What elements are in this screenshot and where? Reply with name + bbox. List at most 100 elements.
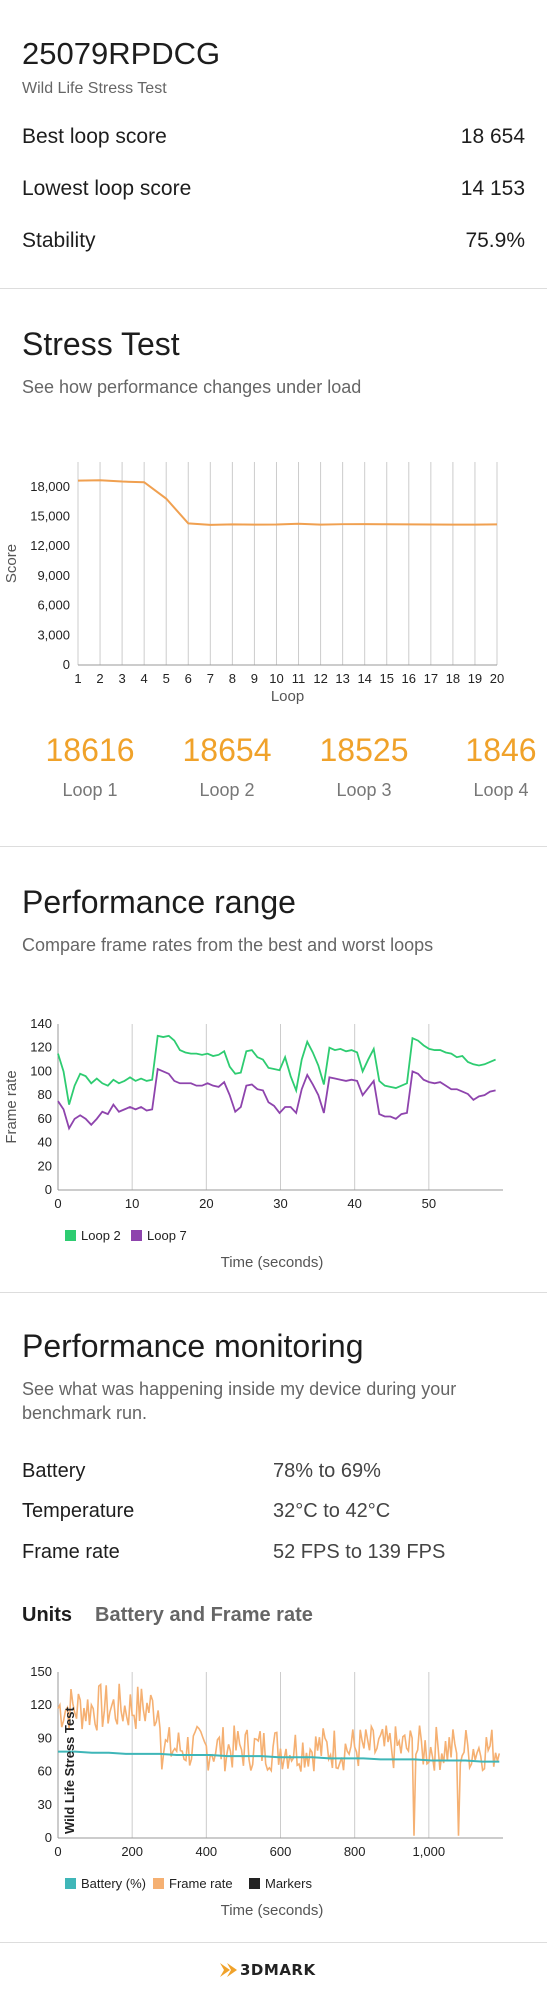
3dmark-logo-icon <box>220 1963 237 1977</box>
x-tick-label: 50 <box>422 1196 436 1211</box>
x-tick-label: 14 <box>357 671 371 686</box>
range-subtitle: Compare frame rates from the best and wo… <box>22 935 434 955</box>
y-tick-label: 90 <box>38 1730 52 1745</box>
x-tick-label: 6 <box>185 671 192 686</box>
x-tick-label: 10 <box>269 671 283 686</box>
y-tick-label: 30 <box>38 1797 52 1812</box>
range-chart: 0 20 40 60 80 100 120 140 0 10 20 30 40 50 Frame rate L… <box>3 1016 503 1271</box>
legend-label: Battery (%) <box>81 1876 146 1891</box>
y-tick-label: 0 <box>45 1830 52 1845</box>
y-tick-label: 60 <box>38 1111 52 1126</box>
y-tick-label: 100 <box>30 1063 52 1078</box>
x-tick-label: 0 <box>54 1844 61 1859</box>
x-tick-label: 10 <box>125 1196 139 1211</box>
y-tick-label: 80 <box>38 1087 52 1102</box>
y-tick-label: 15,000 <box>30 508 70 523</box>
divider <box>0 288 547 289</box>
marker-label: Wild Life Stress Test <box>62 1707 77 1834</box>
monitoring-subtitle-line2: benchmark run. <box>22 1403 148 1423</box>
x-tick-label: 1 <box>74 671 81 686</box>
x-tick-label: 20 <box>490 671 504 686</box>
x-tick-label: 18 <box>446 671 460 686</box>
x-tick-label: 0 <box>54 1196 61 1211</box>
test-name: Wild Life Stress Test <box>22 80 167 97</box>
units-selector[interactable]: Battery and Frame rate <box>95 1604 313 1626</box>
monitoring-title: Performance monitoring <box>22 1328 364 1364</box>
x-tick-label: 20 <box>199 1196 213 1211</box>
y-tick-label: 9,000 <box>37 568 70 583</box>
y-tick-label: 150 <box>30 1664 52 1679</box>
divider <box>0 1942 547 1943</box>
x-tick-label: 2 <box>96 671 103 686</box>
3dmark-logo-text: 3DMARK <box>240 1961 316 1979</box>
lowest-loop-value: 14 153 <box>460 177 525 200</box>
stress-title: Stress Test <box>22 326 180 362</box>
x-tick-label: 200 <box>121 1844 143 1859</box>
y-tick-label: 6,000 <box>37 598 70 613</box>
x-tick-label: 7 <box>207 671 214 686</box>
x-tick-label: 19 <box>468 671 482 686</box>
legend-swatch <box>249 1878 260 1889</box>
loop-score: 18525 <box>319 732 409 768</box>
stability-value: 75.9% <box>465 229 525 252</box>
best-loop-value: 18 654 <box>460 125 525 148</box>
x-tick-label: 8 <box>229 671 236 686</box>
loop-label: Loop 4 <box>473 780 529 800</box>
stress-subtitle: See how performance changes under load <box>22 377 362 397</box>
device-name: 25079RPDCG <box>22 36 221 71</box>
x-tick-label: 9 <box>251 671 258 686</box>
x-tick-label: 30 <box>273 1196 287 1211</box>
y-tick-label: 20 <box>38 1158 52 1173</box>
battery-value: 78% to 69% <box>273 1460 381 1482</box>
y-tick-label: 120 <box>30 1697 52 1712</box>
y-tick-label: 3,000 <box>37 627 70 642</box>
loop-score: 1846 <box>465 732 537 768</box>
x-axis-label: Loop <box>271 688 304 705</box>
x-tick-label: 3 <box>118 671 125 686</box>
x-tick-label: 800 <box>344 1844 366 1859</box>
legend-label: Frame rate <box>169 1876 233 1891</box>
battery-label: Battery <box>22 1460 86 1482</box>
stability-label: Stability <box>22 229 96 252</box>
loop-label: Loop 1 <box>62 780 118 800</box>
range-title: Performance range <box>22 884 296 920</box>
loop-score: 18616 <box>45 732 135 768</box>
x-tick-label: 400 <box>195 1844 217 1859</box>
y-tick-label: 0 <box>45 1182 52 1197</box>
framerate-value: 52 FPS to 139 FPS <box>273 1541 446 1563</box>
3dmark-logo: 3DMARK <box>218 1961 316 1979</box>
series-line-loop-2 <box>57 1034 496 1105</box>
framerate-label: Frame rate <box>22 1541 120 1563</box>
monitoring-chart: 0 30 60 90 120 150 0 200 400 600 800 1,000 Wild Life… <box>30 1664 503 1919</box>
x-tick-label: 15 <box>380 671 394 686</box>
legend-swatch <box>153 1878 164 1889</box>
temperature-label: Temperature <box>22 1500 135 1522</box>
divider <box>0 1292 547 1293</box>
monitoring-subtitle-line1: See what was happening inside my device … <box>22 1379 457 1399</box>
battery-line <box>58 1750 500 1763</box>
x-tick-label: 12 <box>313 671 327 686</box>
legend-label: Markers <box>265 1876 312 1891</box>
y-tick-label: 40 <box>38 1135 52 1150</box>
x-tick-label: 16 <box>402 671 416 686</box>
x-tick-label: 17 <box>424 671 438 686</box>
legend-swatch <box>65 1230 76 1241</box>
legend-swatch <box>65 1878 76 1889</box>
frame-rate-line <box>57 1682 501 1836</box>
series-line-loop-7 <box>57 1067 496 1131</box>
y-tick-label: 140 <box>30 1016 52 1031</box>
units-label: Units <box>22 1604 72 1626</box>
loop-scores-carousel[interactable]: 18616 Loop 1 18654 Loop 2 18525 Loop 3 1… <box>0 730 547 810</box>
x-tick-label: 5 <box>163 671 170 686</box>
x-tick-label: 600 <box>270 1844 292 1859</box>
y-axis-label: Score <box>3 544 20 583</box>
x-tick-label: 13 <box>335 671 349 686</box>
y-tick-label: 60 <box>38 1764 52 1779</box>
y-tick-label: 0 <box>63 657 70 672</box>
x-tick-label: 11 <box>292 671 306 686</box>
score-line <box>77 479 498 526</box>
y-axis-label: Frame rate <box>3 1070 20 1143</box>
y-tick-label: 120 <box>30 1040 52 1055</box>
divider <box>0 846 547 847</box>
legend-label: Loop 2 <box>81 1228 121 1243</box>
